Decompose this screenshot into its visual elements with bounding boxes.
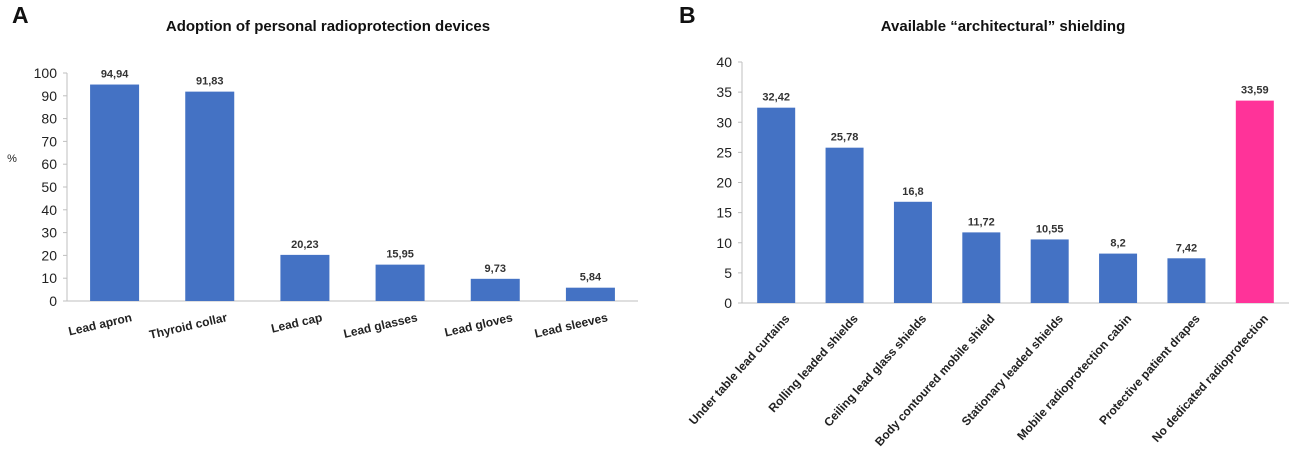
- a-category-label: Lead apron: [67, 310, 133, 338]
- a-bar: [185, 91, 235, 302]
- chart-a-ylabel: %: [7, 153, 17, 165]
- panel-b-letter: B: [679, 2, 696, 28]
- a-data-label: 5,84: [580, 272, 602, 284]
- a-data-label: 91,83: [196, 76, 224, 88]
- a-y-tick-label: 80: [41, 111, 57, 127]
- chart-a-x-axis: Lead apron Thyroid collar Lead cap Lead gla…: [67, 310, 609, 342]
- a-y-tick-label: 40: [41, 202, 57, 218]
- a-y-tick-label: 0: [49, 293, 57, 309]
- panel-a-letter: A: [12, 2, 29, 28]
- chart-a-title: Adoption of personal radioprotection dev…: [166, 18, 490, 35]
- a-y-tick-label: 60: [41, 156, 57, 172]
- a-y-tick-label: 10: [41, 270, 57, 286]
- a-bar: [565, 287, 615, 301]
- a-data-label: 9,73: [485, 263, 506, 275]
- a-bar: [280, 254, 330, 301]
- a-bar: [90, 84, 140, 301]
- chart-a-bars: [90, 84, 615, 302]
- a-category-label: Lead cap: [270, 310, 324, 335]
- a-category-label: Lead gloves: [443, 310, 514, 339]
- chart-a-y-axis: 0 10 20 30 40 50 60 70 80 90 100: [34, 65, 638, 309]
- a-bar: [470, 278, 520, 301]
- a-y-tick-label: 90: [41, 88, 57, 104]
- a-category-label: Thyroid collar: [148, 310, 229, 342]
- a-bar: [375, 264, 425, 301]
- a-data-label: 15,95: [386, 249, 414, 261]
- a-y-tick-label: 50: [41, 179, 57, 195]
- a-data-label: 94,94: [101, 69, 129, 81]
- a-category-label: Lead glasses: [342, 310, 419, 341]
- a-y-tick-label: 100: [34, 65, 58, 81]
- a-y-tick-label: 70: [41, 133, 57, 149]
- a-category-label: Lead sleeves: [533, 310, 609, 341]
- a-data-label: 20,23: [291, 239, 319, 251]
- a-y-tick-label: 30: [41, 225, 57, 241]
- chart-a-data-labels: 94,94 91,83 20,23 15,95 9,73 5,84: [101, 69, 602, 284]
- a-y-tick-label: 20: [41, 247, 57, 263]
